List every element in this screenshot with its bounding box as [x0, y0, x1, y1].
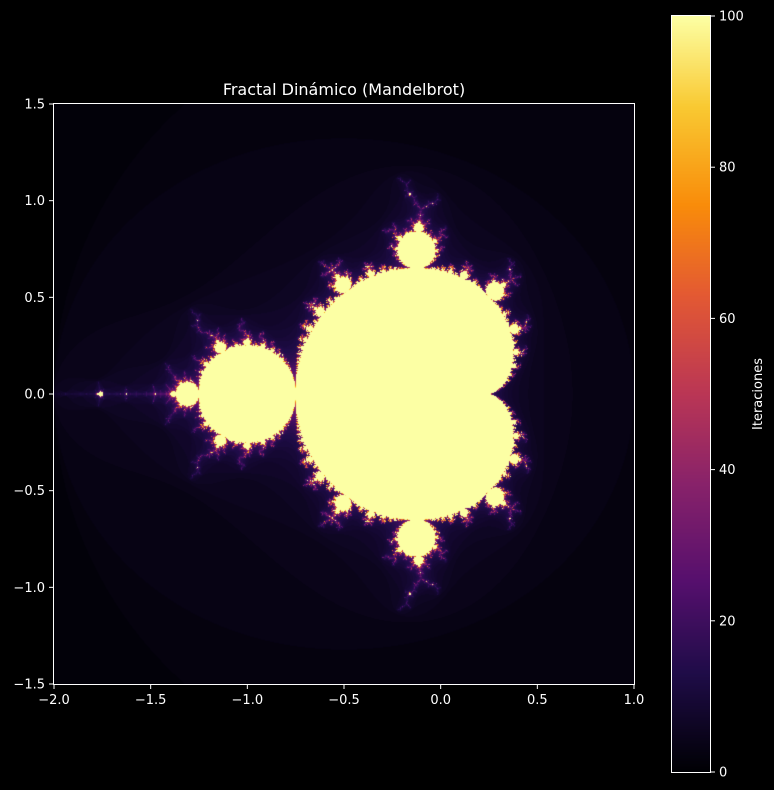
y-tick-label: −0.5 [13, 484, 45, 499]
y-tick-label: 0.0 [24, 388, 45, 403]
x-tick-label: −1.0 [232, 693, 264, 708]
colorbar-frame [671, 15, 711, 773]
chart-title: Fractal Dinámico (Mandelbrot) [223, 80, 465, 99]
colorbar-tick-label: 60 [719, 312, 736, 327]
colorbar-gradient [672, 16, 710, 772]
x-axis: −2.0 −1.5 −1.0 −0.5 0.0 0.5 1.0 [38, 684, 644, 708]
x-tick-label: −1.5 [135, 693, 167, 708]
y-tick-label: 1.0 [24, 194, 45, 209]
heatmap-canvas-wrap [54, 104, 634, 684]
y-tick-label: 0.5 [24, 291, 45, 306]
x-tick-label: −2.0 [38, 693, 70, 708]
y-axis: −1.5 −1.0 −0.5 0.0 0.5 1.0 1.5 [13, 98, 54, 693]
y-tick-label: 1.5 [24, 98, 45, 113]
colorbar-tick-label: 80 [719, 161, 736, 176]
mandelbrot-heatmap [54, 104, 634, 684]
x-tick-label: −0.5 [328, 693, 360, 708]
x-tick-label: 0.0 [430, 693, 451, 708]
y-tick-label: −1.5 [13, 678, 45, 693]
colorbar-label: Iteraciones [751, 358, 766, 430]
colorbar-axis: 0 20 40 60 80 100 [710, 10, 744, 781]
colorbar-canvas-wrap [672, 16, 710, 772]
colorbar-tick-label: 0 [719, 766, 727, 781]
x-tick-label: 0.5 [527, 693, 548, 708]
y-tick-label: −1.0 [13, 581, 45, 596]
colorbar-tick-label: 40 [719, 463, 736, 478]
colorbar-tick-label: 20 [719, 614, 736, 629]
colorbar-tick-label: 100 [719, 10, 744, 25]
x-tick-label: 1.0 [624, 693, 645, 708]
